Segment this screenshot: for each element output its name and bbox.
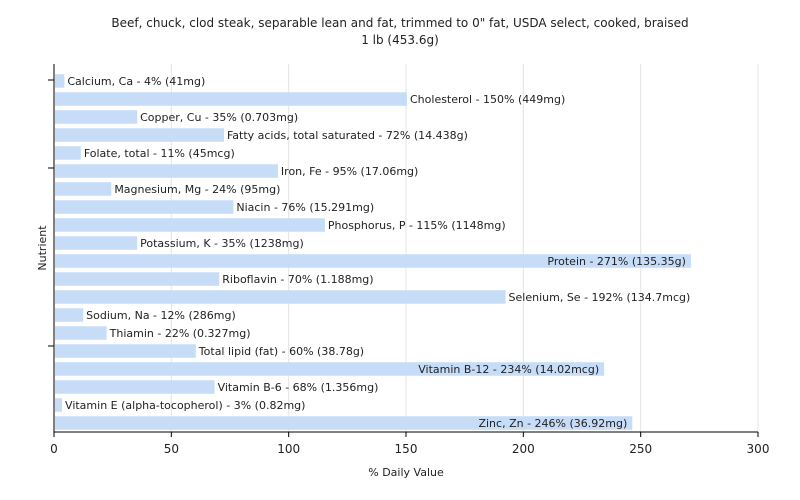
bar-5 [55,164,278,178]
x-tick-label-150: 150 [395,442,418,456]
bar-label-19: Zinc, Zn - 246% (36.92mg) [478,417,627,430]
bar-4 [55,146,81,160]
bars-group: Calcium, Ca - 4% (41mg) Cholesterol - 150… [55,74,691,430]
bar-label-15: Total lipid (fat) - 60% (38.78g) [198,345,364,358]
bar-1 [55,92,407,106]
bar-label-10: Protein - 271% (135.35g) [547,255,686,268]
bar-label-3: Fatty acids, total saturated - 72% (14.4… [227,129,468,142]
bar-label-17: Vitamin B-6 - 68% (1.356mg) [218,381,379,394]
bar-0 [55,74,65,88]
bar-label-13: Sodium, Na - 12% (286mg) [86,309,236,322]
chart-subtitle: 1 lb (453.6g) [361,33,439,47]
bar-15 [55,344,196,358]
x-tick-label-200: 200 [512,442,535,456]
bar-18 [55,398,63,412]
bar-14 [55,326,107,340]
bar-label-6: Magnesium, Mg - 24% (95mg) [114,183,280,196]
y-axis-title: Nutrient [36,225,49,271]
bar-9 [55,236,138,250]
axes-group: 0 50 100 150 200 250 300 [48,64,769,456]
x-tick-label-300: 300 [747,442,770,456]
bar-7 [55,200,234,214]
bar-label-18: Vitamin E (alpha-tocopherol) - 3% (0.82m… [65,399,305,412]
bar-13 [55,308,84,322]
bar-label-4: Folate, total - 11% (45mcg) [84,147,235,160]
x-axis-title: % Daily Value [368,466,444,479]
x-tick-label-100: 100 [277,442,300,456]
bar-label-11: Riboflavin - 70% (1.188mg) [222,273,373,286]
x-tick-label-0: 0 [50,442,58,456]
bar-label-2: Copper, Cu - 35% (0.703mg) [140,111,298,124]
bar-12 [55,290,506,304]
bar-19 [55,416,633,430]
bar-label-9: Potassium, K - 35% (1238mg) [140,237,304,250]
bar-label-8: Phosphorus, P - 115% (1148mg) [328,219,506,232]
bar-8 [55,218,325,232]
bar-17 [55,380,215,394]
bar-label-5: Iron, Fe - 95% (17.06mg) [281,165,418,178]
bar-label-0: Calcium, Ca - 4% (41mg) [67,75,205,88]
bar-label-14: Thiamin - 22% (0.327mg) [109,327,251,340]
bar-16 [55,362,605,376]
x-tick-label-250: 250 [629,442,652,456]
chart-title: Beef, chuck, clod steak, separable lean … [111,16,688,30]
x-tick-label-50: 50 [164,442,179,456]
bar-label-12: Selenium, Se - 192% (134.7mcg) [509,291,691,304]
bar-6 [55,182,112,196]
bar-11 [55,272,220,286]
bar-2 [55,110,138,124]
bar-label-7: Niacin - 76% (15.291mg) [236,201,374,214]
bar-3 [55,128,224,142]
bar-label-1: Cholesterol - 150% (449mg) [410,93,565,106]
bar-10 [55,254,691,268]
bar-label-16: Vitamin B-12 - 234% (14.02mcg) [418,363,599,376]
